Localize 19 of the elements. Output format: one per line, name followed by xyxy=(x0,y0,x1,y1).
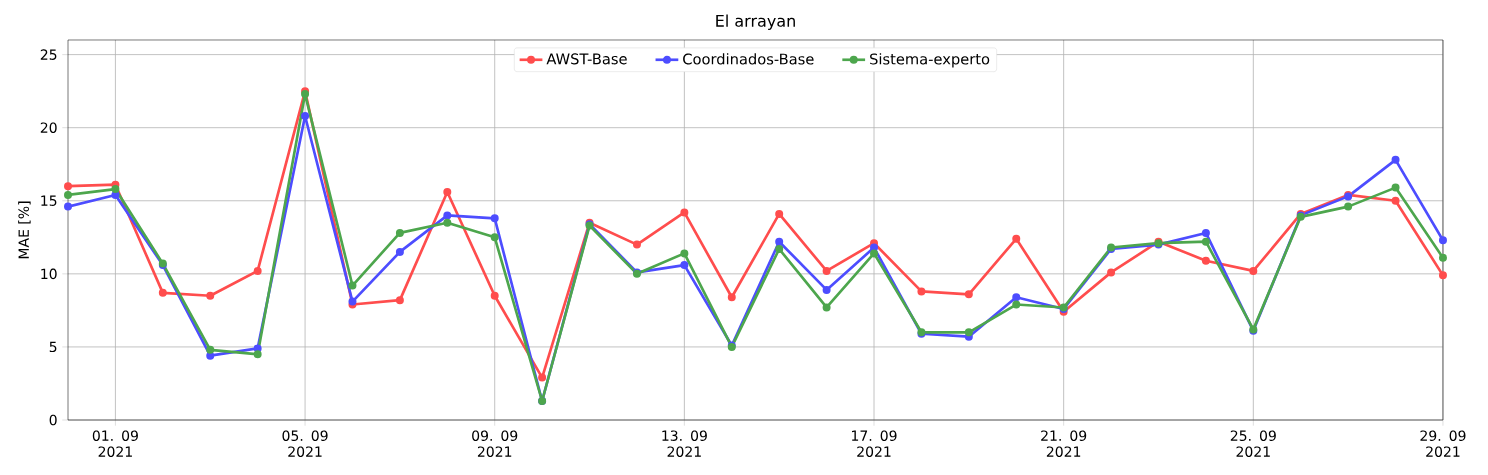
x-tick-label: 13. 09 2021 xyxy=(662,430,707,457)
y-tick-label: 0 xyxy=(49,414,57,426)
chart-title: El arrayan xyxy=(716,14,795,30)
x-tick-label: 29. 09 2021 xyxy=(1420,430,1466,457)
y-tick-label: 20 xyxy=(40,122,57,133)
x-tick-label: 25. 09 2021 xyxy=(1230,430,1276,457)
x-tick-label: 21. 09 2021 xyxy=(1041,430,1087,457)
legend-label: AWST-Base xyxy=(546,53,627,65)
y-tick-label: 25 xyxy=(40,49,57,60)
x-tick-label: 17. 09 2021 xyxy=(852,430,897,457)
y-tick-label: 10 xyxy=(41,268,57,280)
y-tick-label: 15 xyxy=(41,195,57,206)
y-tick-label: 5 xyxy=(49,341,57,353)
x-tick-label: 05. 09 2021 xyxy=(282,430,328,457)
legend-label: Sistema-experto xyxy=(870,53,990,68)
x-tick-label: 09. 09 2021 xyxy=(472,430,518,457)
legend-label: Coordinados-Base xyxy=(683,53,814,65)
y-axis-title: MAE [%] xyxy=(18,201,31,259)
x-tick-label: 01. 09 2021 xyxy=(92,430,138,457)
